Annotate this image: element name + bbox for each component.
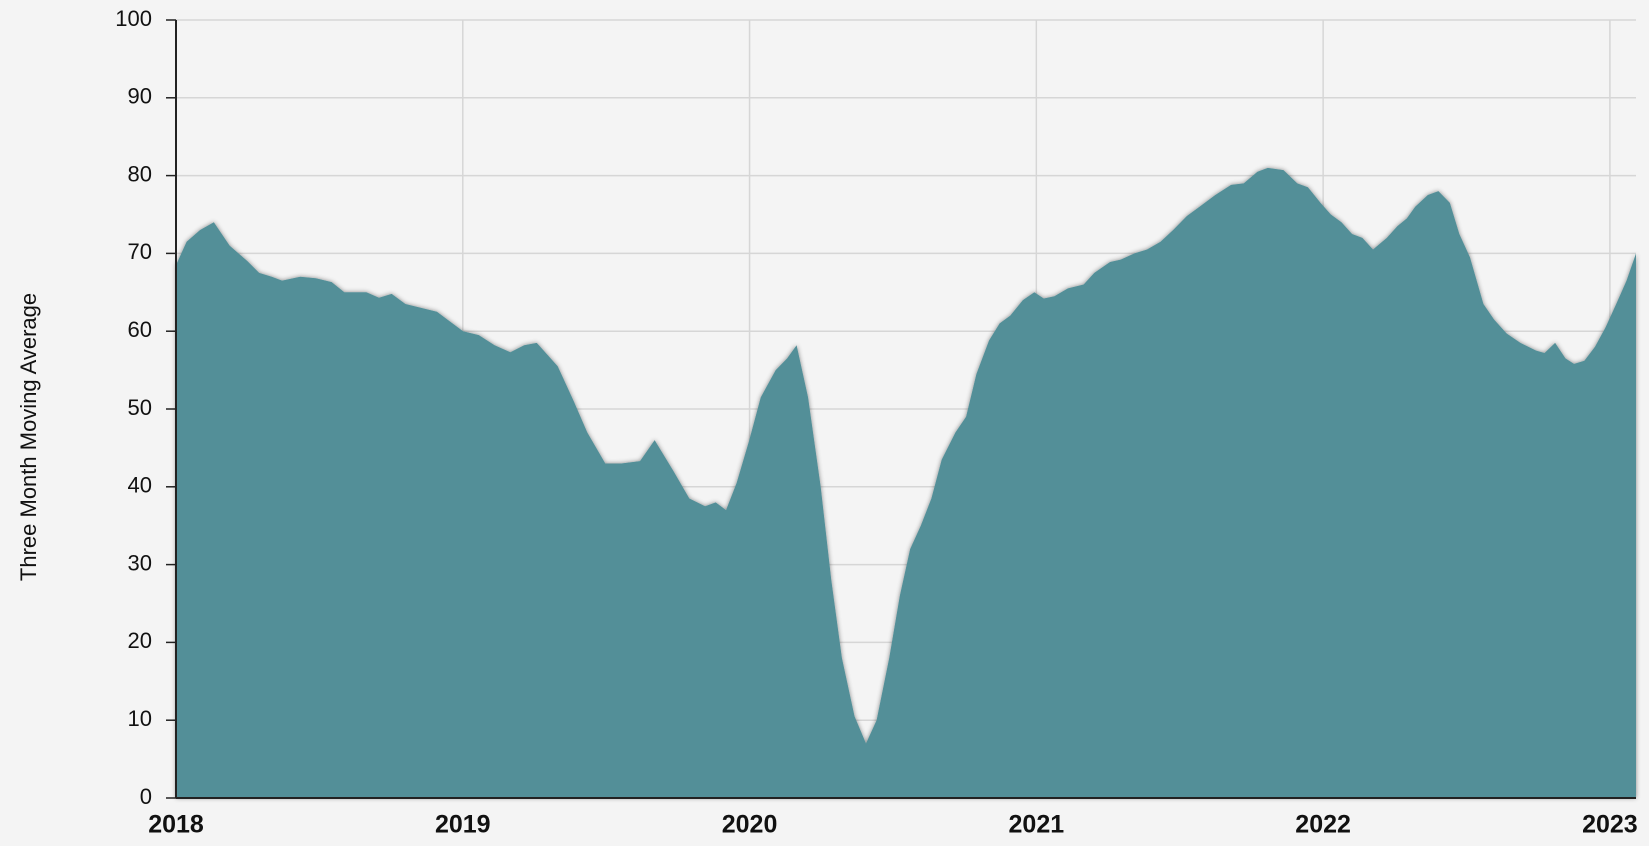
y-tick-label: 90 xyxy=(128,84,152,109)
x-tick-label: 2022 xyxy=(1295,811,1351,839)
y-tick-label: 70 xyxy=(128,239,152,264)
x-tick-label: 2021 xyxy=(1009,811,1065,839)
y-tick-label: 40 xyxy=(128,473,152,498)
y-tick-label: 0 xyxy=(140,784,152,809)
area xyxy=(176,167,1636,798)
y-tick-label: 60 xyxy=(128,317,152,342)
x-tick-label: 2018 xyxy=(148,811,204,839)
y-tick-label: 50 xyxy=(128,395,152,420)
y-tick-label: 10 xyxy=(128,706,152,731)
x-tick-label: 2023 xyxy=(1582,811,1638,839)
y-tick-label: 100 xyxy=(115,6,152,31)
y-tick-label: 20 xyxy=(128,628,152,653)
x-tick-label: 2020 xyxy=(722,811,778,839)
y-axis-title: Three Month Moving Average xyxy=(16,293,41,581)
y-tick-label: 30 xyxy=(128,550,152,575)
y-tick-label: 80 xyxy=(128,161,152,186)
x-tick-label: 2019 xyxy=(435,811,491,839)
